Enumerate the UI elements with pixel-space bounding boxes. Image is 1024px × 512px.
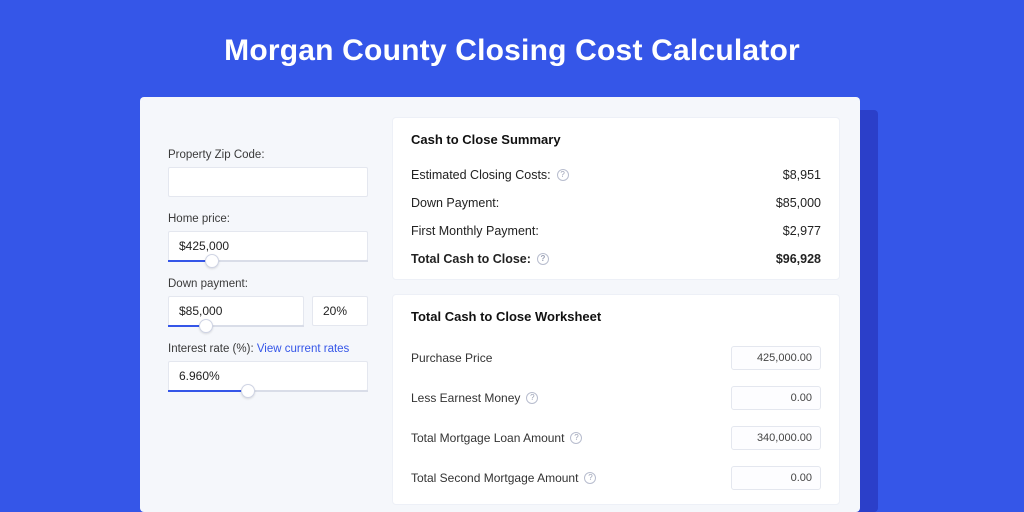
zip-field: Property Zip Code:	[168, 149, 368, 197]
summary-row: First Monthly Payment: $2,977	[411, 217, 821, 245]
worksheet-row-label: Less Earnest Money	[411, 391, 520, 405]
down-payment-label: Down payment:	[168, 278, 368, 290]
summary-row-total: Total Cash to Close: ? $96,928	[411, 245, 821, 273]
interest-rate-label: Interest rate (%): View current rates	[168, 343, 368, 355]
summary-row-label: Estimated Closing Costs:	[411, 168, 551, 182]
worksheet-row-value: 340,000.00	[731, 426, 821, 450]
worksheet-row: Total Mortgage Loan Amount ? 340,000.00	[411, 418, 821, 458]
summary-row-value: $85,000	[776, 196, 821, 210]
worksheet-row-label: Total Second Mortgage Amount	[411, 471, 578, 485]
inputs-panel: Property Zip Code: Home price: Down paym…	[140, 97, 388, 512]
worksheet-row-value: 0.00	[731, 386, 821, 410]
worksheet-row: Total Second Mortgage Amount ? 0.00	[411, 458, 821, 498]
summary-panel: Cash to Close Summary Estimated Closing …	[392, 117, 840, 280]
home-price-label: Home price:	[168, 213, 368, 225]
down-payment-input[interactable]	[168, 296, 304, 326]
summary-row-value: $96,928	[776, 252, 821, 266]
zip-input[interactable]	[168, 167, 368, 197]
summary-title: Cash to Close Summary	[411, 132, 821, 147]
info-icon[interactable]: ?	[570, 432, 582, 444]
summary-row-label: First Monthly Payment:	[411, 224, 539, 238]
zip-label: Property Zip Code:	[168, 149, 368, 161]
results-panel: Cash to Close Summary Estimated Closing …	[388, 97, 860, 512]
view-rates-link[interactable]: View current rates	[257, 343, 349, 355]
summary-row: Down Payment: $85,000	[411, 189, 821, 217]
worksheet-row: Less Earnest Money ? 0.00	[411, 378, 821, 418]
worksheet-row-value: 0.00	[731, 466, 821, 490]
home-price-slider[interactable]	[168, 260, 368, 262]
worksheet-title: Total Cash to Close Worksheet	[411, 309, 821, 324]
calculator-card: Property Zip Code: Home price: Down paym…	[140, 97, 860, 512]
down-payment-slider[interactable]	[168, 325, 304, 327]
worksheet-row-label: Total Mortgage Loan Amount	[411, 431, 564, 445]
home-price-field: Home price:	[168, 213, 368, 262]
summary-row-value: $8,951	[783, 168, 821, 182]
interest-rate-slider[interactable]	[168, 390, 368, 392]
page-title: Morgan County Closing Cost Calculator	[0, 0, 1024, 92]
summary-row-label: Total Cash to Close:	[411, 252, 531, 266]
worksheet-row: Purchase Price 425,000.00	[411, 338, 821, 378]
summary-row-label: Down Payment:	[411, 196, 499, 210]
info-icon[interactable]: ?	[537, 253, 549, 265]
interest-rate-field: Interest rate (%): View current rates	[168, 343, 368, 392]
interest-rate-input[interactable]	[168, 361, 368, 391]
summary-row: Estimated Closing Costs: ? $8,951	[411, 161, 821, 189]
home-price-input[interactable]	[168, 231, 368, 261]
summary-row-value: $2,977	[783, 224, 821, 238]
info-icon[interactable]: ?	[526, 392, 538, 404]
slider-thumb-icon[interactable]	[205, 254, 219, 268]
worksheet-row-value: 425,000.00	[731, 346, 821, 370]
worksheet-panel: Total Cash to Close Worksheet Purchase P…	[392, 294, 840, 505]
interest-label-text: Interest rate (%):	[168, 343, 254, 355]
worksheet-row-label: Purchase Price	[411, 351, 492, 365]
down-payment-pct-input[interactable]	[312, 296, 368, 326]
info-icon[interactable]: ?	[584, 472, 596, 484]
slider-thumb-icon[interactable]	[241, 384, 255, 398]
info-icon[interactable]: ?	[557, 169, 569, 181]
down-payment-field: Down payment:	[168, 278, 368, 327]
slider-thumb-icon[interactable]	[199, 319, 213, 333]
